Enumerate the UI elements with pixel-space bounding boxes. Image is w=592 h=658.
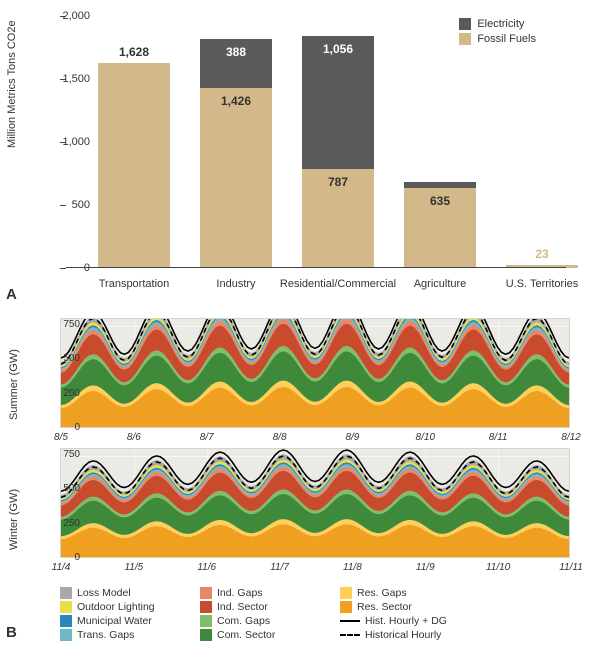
bar-group: 635Agriculture [404, 16, 476, 268]
panel-b-ylabel: Summer (GW) [8, 349, 20, 420]
legend-item: Fossil Fuels [459, 33, 536, 45]
panel-b-xtick: 11/5 [124, 562, 143, 573]
panel-b-xtick: 11/10 [486, 562, 510, 573]
panel-b-ytick: 750 [52, 449, 80, 460]
panel-a-barchart: Million Metrics Tons CO2e 05001,0001,500… [0, 8, 592, 308]
panel-a-plot-area: 1,628Transportation1,426388Industry7871,… [66, 16, 566, 268]
legend-item: Com. Sector [200, 628, 275, 642]
panel-b-xtick: 11/6 [197, 562, 216, 573]
panel-b-xtick: 11/7 [270, 562, 289, 573]
panel-a-xaxis [66, 267, 566, 268]
legend-item: Hist. Hourly + DG [340, 614, 447, 628]
legend-item: Loss Model [60, 586, 155, 600]
bar-value-label: 787 [302, 175, 374, 189]
bar-group: 7871,056Residential/Commercial [302, 16, 374, 268]
panel-a-xtick: U.S. Territories [477, 278, 592, 290]
bar-value-label: 635 [404, 194, 476, 208]
panel-b-xtick: 8/6 [127, 432, 141, 443]
figure: Million Metrics Tons CO2e 05001,0001,500… [0, 8, 592, 658]
panel-b-ytick: 750 [52, 319, 80, 330]
panel-b-xtick: 8/10 [416, 432, 435, 443]
legend-item: Trans. Gaps [60, 628, 155, 642]
panel-a-ylabel: Million Metrics Tons CO2e [6, 20, 18, 148]
legend-item: Res. Gaps [340, 586, 447, 600]
panel-b-xtick: 8/7 [200, 432, 214, 443]
panel-b-ytick: 250 [52, 388, 80, 399]
panel-b-xtick: 8/8 [273, 432, 287, 443]
bar-value-label: 388 [200, 45, 272, 59]
bar-group: 1,426388Industry [200, 16, 272, 268]
bar-group: 23U.S. Territories [506, 16, 578, 268]
panel-a-legend: Electricity Fossil Fuels [459, 18, 536, 48]
panel-b-label: B [6, 624, 17, 641]
panel-b-xtick: 11/9 [416, 562, 435, 573]
panel-b-xtick: 8/5 [54, 432, 68, 443]
legend-item: Ind. Sector [200, 600, 275, 614]
panel-b-xtick: 8/11 [489, 432, 508, 443]
panel-b-ytick: 500 [52, 353, 80, 364]
bar-value-label: 1,426 [200, 94, 272, 108]
panel-b-xtick: 11/11 [559, 562, 583, 573]
panel-b-xtick: 11/4 [52, 562, 71, 573]
panel-b-ylabel: Winter (GW) [8, 489, 20, 550]
panel-b-xtick: 11/8 [343, 562, 362, 573]
legend-item: Ind. Gaps [200, 586, 275, 600]
panel-a-label: A [6, 286, 17, 303]
panel-b-ytick: 0 [52, 422, 80, 433]
legend-item: Outdoor Lighting [60, 600, 155, 614]
legend-item: Com. Gaps [200, 614, 275, 628]
legend-item: Municipal Water [60, 614, 155, 628]
bar-electricity [404, 182, 476, 188]
panel-b-subplot: 11/411/511/611/711/811/911/1011/11 [60, 448, 570, 558]
bar-value-label: 23 [506, 247, 578, 261]
panel-b-xtick: 8/9 [345, 432, 359, 443]
bar-value-label: 1,628 [98, 45, 170, 59]
panel-b-ytick: 250 [52, 518, 80, 529]
legend-item: Historical Hourly [340, 628, 447, 642]
panel-b-subplot: 8/58/68/78/88/98/108/118/12 [60, 318, 570, 428]
panel-b-ytick: 0 [52, 552, 80, 563]
legend-item: Res. Sector [340, 600, 447, 614]
panel-b-ytick: 500 [52, 483, 80, 494]
legend-item: Electricity [459, 18, 536, 30]
panel-b-areacharts: 8/58/68/78/88/98/108/118/12Summer (GW)02… [0, 318, 592, 658]
bar-fossil [98, 63, 170, 268]
bar-fossil [200, 88, 272, 268]
bar-group: 1,628Transportation [98, 16, 170, 268]
panel-b-xtick: 8/12 [561, 432, 580, 443]
bar-value-label: 1,056 [302, 42, 374, 56]
